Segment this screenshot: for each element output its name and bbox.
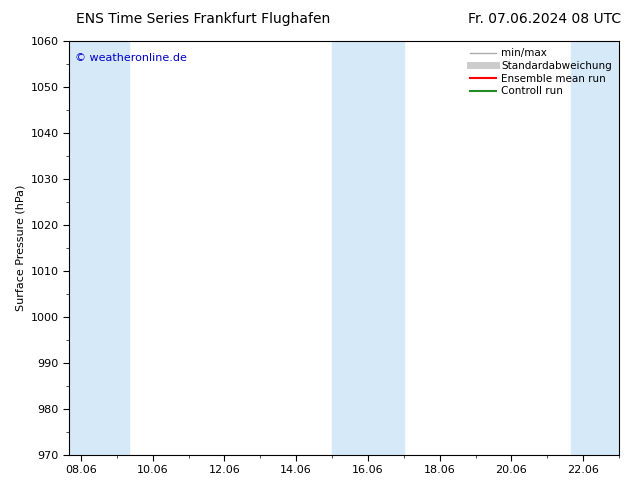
Text: © weatheronline.de: © weatheronline.de xyxy=(75,53,186,64)
Bar xyxy=(69,41,129,455)
Text: ENS Time Series Frankfurt Flughafen: ENS Time Series Frankfurt Flughafen xyxy=(76,12,330,26)
Legend: min/max, Standardabweichung, Ensemble mean run, Controll run: min/max, Standardabweichung, Ensemble me… xyxy=(468,46,614,98)
Text: Fr. 07.06.2024 08 UTC: Fr. 07.06.2024 08 UTC xyxy=(468,12,621,26)
Y-axis label: Surface Pressure (hPa): Surface Pressure (hPa) xyxy=(15,185,25,311)
Bar xyxy=(571,41,619,455)
Bar xyxy=(332,41,404,455)
